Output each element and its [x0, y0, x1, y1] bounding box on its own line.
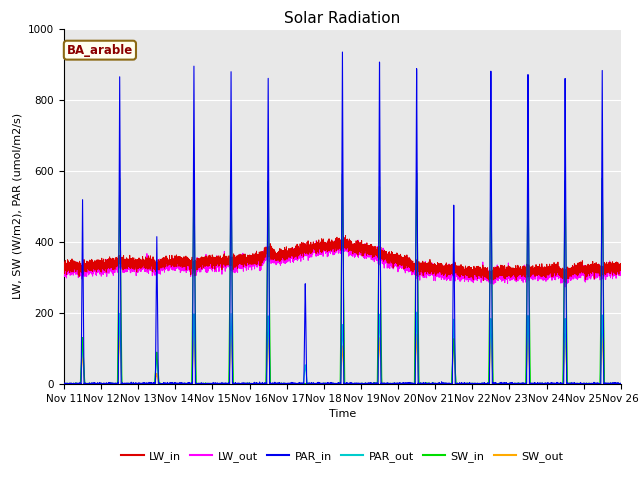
LW_out [324, 250, 332, 256]
LW_out [483, 273, 491, 278]
PAR_out [324, 381, 332, 387]
LW_out [340, 234, 348, 240]
PAR_in [483, 381, 491, 387]
PAR_in [60, 381, 68, 387]
LW_in [561, 279, 569, 285]
PAR_in [250, 381, 257, 387]
PAR_out [594, 381, 602, 386]
SW_out [250, 381, 257, 387]
LW_in [467, 270, 475, 276]
LW_out [60, 267, 68, 273]
Line: LW_out: LW_out [64, 237, 621, 287]
SW_in [594, 381, 602, 387]
Legend: LW_in, LW_out, PAR_in, PAR_out, SW_in, SW_out: LW_in, LW_out, PAR_in, PAR_out, SW_in, S… [117, 446, 568, 466]
PAR_out [250, 381, 257, 387]
Line: SW_out: SW_out [64, 331, 621, 384]
LW_out [561, 284, 569, 290]
LW_out [467, 271, 475, 276]
SW_in [587, 381, 595, 387]
SW_out [617, 381, 625, 387]
PAR_in [594, 381, 602, 387]
PAR_out [60, 381, 68, 387]
SW_in [617, 381, 625, 386]
SW_in [60, 381, 68, 387]
LW_out [250, 256, 257, 262]
SW_in [467, 381, 475, 386]
Line: PAR_in: PAR_in [64, 52, 621, 384]
SW_out [467, 381, 475, 387]
SW_out [587, 381, 595, 387]
LW_in [324, 246, 332, 252]
PAR_in [587, 381, 595, 387]
SW_in [250, 381, 257, 387]
LW_out [617, 264, 625, 270]
SW_out [324, 381, 332, 386]
LW_in [250, 253, 257, 259]
SW_out [60, 381, 68, 387]
PAR_in [60, 381, 68, 387]
LW_in [342, 233, 349, 239]
Line: SW_in: SW_in [64, 173, 621, 384]
Line: PAR_out: PAR_out [64, 312, 621, 384]
SW_out [483, 381, 491, 387]
Text: BA_arable: BA_arable [67, 44, 133, 57]
PAR_out [413, 309, 420, 315]
LW_in [594, 266, 602, 272]
PAR_in [324, 380, 332, 386]
LW_out [587, 265, 595, 271]
PAR_out [587, 381, 595, 387]
PAR_out [617, 381, 625, 387]
X-axis label: Time: Time [329, 409, 356, 419]
LW_in [587, 264, 595, 270]
SW_in [483, 381, 491, 387]
Y-axis label: LW, SW (W/m2), PAR (umol/m2/s): LW, SW (W/m2), PAR (umol/m2/s) [13, 113, 22, 300]
PAR_out [483, 381, 491, 387]
PAR_in [339, 49, 346, 55]
SW_out [594, 381, 602, 387]
SW_in [324, 381, 332, 387]
PAR_out [467, 381, 475, 387]
SW_out [60, 381, 68, 387]
SW_out [227, 328, 235, 334]
LW_in [483, 270, 491, 276]
Title: Solar Radiation: Solar Radiation [284, 11, 401, 26]
PAR_in [467, 381, 475, 386]
SW_in [413, 170, 420, 176]
PAR_in [617, 381, 625, 386]
LW_out [594, 266, 602, 272]
Line: LW_in: LW_in [64, 236, 621, 282]
LW_in [60, 267, 68, 273]
LW_in [617, 264, 625, 270]
